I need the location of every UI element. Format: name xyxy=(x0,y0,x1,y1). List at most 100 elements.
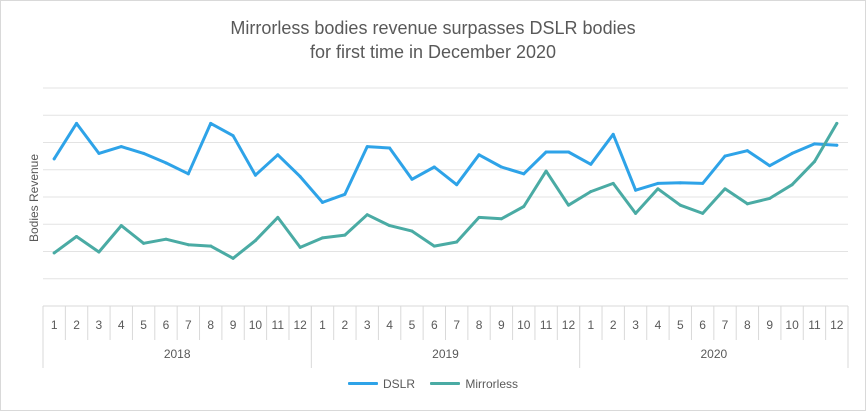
data-point-dslr xyxy=(75,121,79,125)
x-tick-label: 7 xyxy=(453,318,460,332)
x-group-label: 2020 xyxy=(700,347,727,361)
data-point-dslr xyxy=(164,161,168,165)
data-point-mirrorless xyxy=(276,215,280,219)
x-tick-label: 6 xyxy=(163,318,170,332)
data-point-mirrorless xyxy=(119,224,123,228)
data-point-mirrorless xyxy=(321,236,325,240)
x-tick-label: 11 xyxy=(272,318,285,332)
legend-swatch-dslr xyxy=(347,382,378,385)
x-tick-label: 5 xyxy=(140,318,147,332)
x-tick-label: 10 xyxy=(785,318,799,332)
data-point-dslr xyxy=(812,142,816,146)
data-point-dslr xyxy=(388,146,392,150)
chart-title-line-1: Mirrorless bodies revenue surpasses DSLR… xyxy=(230,18,636,38)
x-tick-label: 4 xyxy=(386,318,393,332)
x-tick-label: 10 xyxy=(517,318,531,332)
data-point-mirrorless xyxy=(790,183,794,187)
data-point-mirrorless xyxy=(209,244,213,248)
x-tick-label: 8 xyxy=(744,318,751,332)
legend-swatch-mirrorless xyxy=(430,382,461,385)
series-lines xyxy=(52,121,839,260)
data-point-dslr xyxy=(566,150,570,154)
x-tick-label: 5 xyxy=(409,318,416,332)
x-tick-label: 8 xyxy=(207,318,214,332)
data-point-dslr xyxy=(678,181,682,185)
data-point-dslr xyxy=(455,183,459,187)
data-point-dslr xyxy=(97,151,101,155)
data-point-mirrorless xyxy=(455,240,459,244)
x-tick-label: 2 xyxy=(610,318,617,332)
data-point-dslr xyxy=(634,188,638,192)
data-point-dslr xyxy=(611,132,615,136)
x-tick-label: 9 xyxy=(766,318,773,332)
data-point-dslr xyxy=(745,149,749,153)
x-tick-label: 11 xyxy=(808,318,821,332)
legend-label-mirrorless: Mirrorless xyxy=(465,376,519,391)
x-tick-label: 10 xyxy=(249,318,263,332)
data-point-mirrorless xyxy=(589,190,593,194)
x-tick-label: 7 xyxy=(722,318,729,332)
data-point-dslr xyxy=(410,177,414,181)
data-point-dslr xyxy=(253,173,257,177)
data-point-dslr xyxy=(209,121,213,125)
data-point-dslr xyxy=(321,200,325,204)
data-point-mirrorless xyxy=(812,160,816,164)
x-tick-label: 1 xyxy=(319,318,326,332)
data-point-dslr xyxy=(544,150,548,154)
data-point-mirrorless xyxy=(611,181,615,185)
x-tick-label: 6 xyxy=(699,318,706,332)
data-point-dslr xyxy=(589,162,593,166)
data-point-mirrorless xyxy=(365,213,369,217)
data-point-dslr xyxy=(52,157,56,161)
data-point-dslr xyxy=(701,181,705,185)
data-point-mirrorless xyxy=(566,203,570,207)
data-point-dslr xyxy=(142,151,146,155)
x-tick-label: 1 xyxy=(51,318,58,332)
data-point-dslr xyxy=(477,153,481,157)
data-point-mirrorless xyxy=(142,241,146,245)
data-point-dslr xyxy=(119,145,123,149)
x-tick-label: 9 xyxy=(498,318,505,332)
data-point-mirrorless xyxy=(186,243,190,247)
chart-title-line-2: for first time in December 2020 xyxy=(309,42,557,62)
data-point-dslr xyxy=(499,165,503,169)
series-line-mirrorless xyxy=(52,121,839,260)
data-point-mirrorless xyxy=(522,205,526,209)
data-point-dslr xyxy=(298,175,302,179)
data-point-mirrorless xyxy=(634,211,638,215)
data-point-mirrorless xyxy=(388,224,392,228)
data-point-mirrorless xyxy=(253,239,257,243)
x-tick-label: 12 xyxy=(293,318,307,332)
data-point-dslr xyxy=(186,172,190,176)
data-point-mirrorless xyxy=(298,245,302,249)
series-line-dslr xyxy=(52,121,839,204)
x-tick-label: 11 xyxy=(540,318,553,332)
data-point-mirrorless xyxy=(97,250,101,254)
data-point-mirrorless xyxy=(701,211,705,215)
data-point-mirrorless xyxy=(432,244,436,248)
data-point-dslr xyxy=(723,154,727,158)
data-point-dslr xyxy=(656,181,660,185)
x-tick-label: 12 xyxy=(830,318,844,332)
data-point-mirrorless xyxy=(723,187,727,191)
data-point-dslr xyxy=(276,153,280,157)
data-point-dslr xyxy=(231,134,235,138)
x-tick-label: 3 xyxy=(632,318,639,332)
data-point-mirrorless xyxy=(499,217,503,221)
data-point-mirrorless xyxy=(835,121,839,125)
data-point-dslr xyxy=(835,143,839,147)
x-tick-label: 3 xyxy=(364,318,371,332)
data-point-mirrorless xyxy=(678,203,682,207)
data-point-mirrorless xyxy=(343,233,347,237)
data-point-mirrorless xyxy=(656,187,660,191)
data-point-mirrorless xyxy=(164,237,168,241)
legend: DSLR Mirrorless xyxy=(0,374,866,391)
chart-title: Mirrorless bodies revenue surpasses DSLR… xyxy=(0,16,866,64)
legend-item-mirrorless: Mirrorless xyxy=(430,377,518,391)
data-point-mirrorless xyxy=(52,251,56,255)
x-group-label: 2019 xyxy=(432,347,459,361)
data-point-mirrorless xyxy=(544,169,548,173)
x-tick-label: 4 xyxy=(118,318,125,332)
x-tick-label: 7 xyxy=(185,318,192,332)
